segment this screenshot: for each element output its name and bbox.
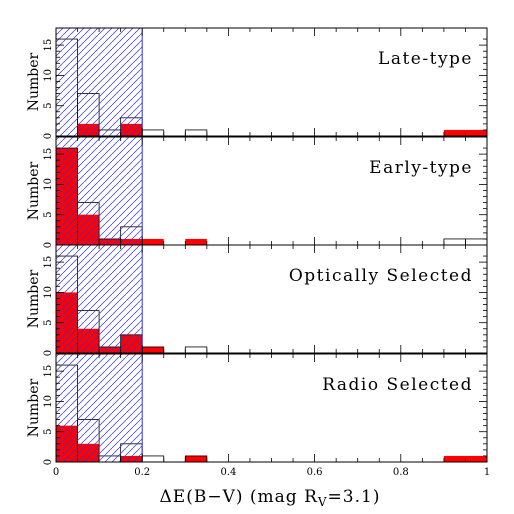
panel-label: Early-type bbox=[369, 158, 473, 178]
filled-bar bbox=[465, 129, 487, 136]
y-tick-label: 0 bbox=[43, 133, 54, 139]
y-tick-label: 5 bbox=[43, 320, 54, 326]
shaded-band bbox=[56, 137, 143, 245]
filled-bar bbox=[185, 455, 207, 462]
filled-bar bbox=[142, 238, 164, 245]
x-tick-label: 0.4 bbox=[220, 467, 236, 478]
panel-label: Radio Selected bbox=[322, 375, 473, 395]
y-axis-title: Number bbox=[26, 269, 42, 328]
outline-bar bbox=[184, 129, 208, 137]
x-tick-label: 0.8 bbox=[393, 467, 409, 478]
y-tick-label: 0 bbox=[43, 242, 54, 248]
y-tick-label: 5 bbox=[43, 429, 54, 435]
y-tick-label: 15 bbox=[43, 365, 54, 378]
filled-bar bbox=[465, 455, 487, 462]
outline-bar bbox=[465, 238, 488, 246]
y-tick-label: 5 bbox=[43, 212, 54, 218]
y-tick-label: 15 bbox=[43, 256, 54, 269]
y-tick-label: 10 bbox=[43, 286, 54, 299]
x-tick-label: 0.2 bbox=[134, 467, 150, 478]
filled-bar bbox=[443, 129, 466, 136]
filled-bar bbox=[185, 238, 207, 245]
outline-bar bbox=[141, 129, 165, 137]
shaded-band bbox=[56, 28, 143, 136]
y-tick-label: 0 bbox=[43, 350, 54, 356]
panel-label: Optically Selected bbox=[289, 266, 473, 286]
y-tick-label: 10 bbox=[43, 69, 54, 82]
y-tick-label: 10 bbox=[43, 395, 54, 408]
filled-bar bbox=[443, 455, 466, 462]
outline-bar bbox=[141, 455, 165, 463]
y-axis-title: Number bbox=[26, 378, 42, 437]
panel-label: Late-type bbox=[378, 49, 473, 69]
y-axis-title: Number bbox=[26, 161, 42, 220]
shaded-band bbox=[56, 354, 143, 462]
y-tick-label: 10 bbox=[43, 178, 54, 191]
outline-bar bbox=[443, 238, 466, 246]
shaded-band bbox=[56, 245, 143, 353]
y-tick-label: 15 bbox=[43, 39, 54, 52]
y-tick-label: 15 bbox=[43, 148, 54, 161]
filled-bar bbox=[142, 346, 164, 353]
outline-bar bbox=[184, 346, 208, 354]
x-tick-label: 1 bbox=[484, 467, 490, 478]
y-tick-label: 5 bbox=[43, 103, 54, 109]
x-axis-title: ΔE(B−V) (mag RV=3.1) bbox=[160, 487, 381, 509]
y-tick-label: 0 bbox=[43, 459, 54, 465]
y-axis-title: Number bbox=[26, 52, 42, 111]
x-tick-label: 0.6 bbox=[307, 467, 323, 478]
x-tick-label: 0 bbox=[53, 467, 59, 478]
